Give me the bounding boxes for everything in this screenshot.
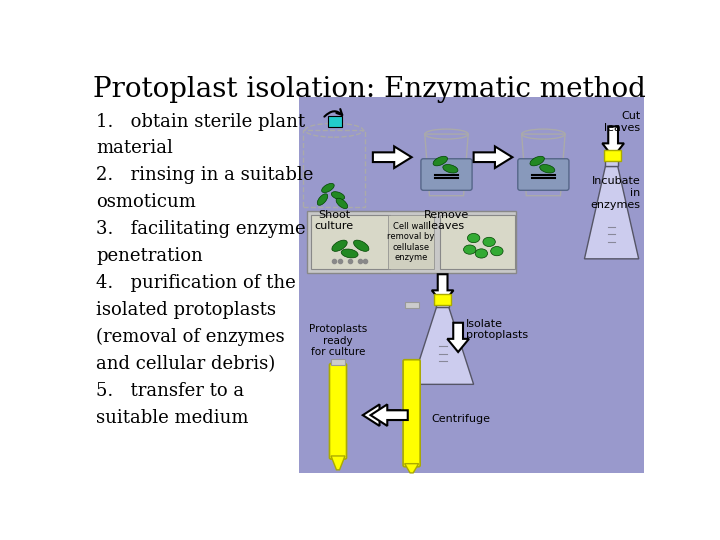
Bar: [604, 150, 621, 161]
Bar: [303, 130, 365, 207]
Polygon shape: [363, 404, 400, 426]
Text: 5.   transfer to a: 5. transfer to a: [96, 382, 244, 400]
FancyBboxPatch shape: [421, 159, 472, 190]
Ellipse shape: [490, 247, 503, 256]
Polygon shape: [331, 456, 345, 470]
Text: 1.   obtain sterile plant: 1. obtain sterile plant: [96, 112, 305, 131]
Text: and cellular debris): and cellular debris): [96, 355, 276, 373]
Ellipse shape: [464, 245, 476, 254]
Bar: [388, 215, 434, 269]
Polygon shape: [405, 464, 418, 473]
Ellipse shape: [322, 184, 334, 193]
Text: (removal of enzymes: (removal of enzymes: [96, 328, 285, 346]
Ellipse shape: [443, 165, 458, 173]
Polygon shape: [371, 404, 408, 426]
Ellipse shape: [341, 249, 358, 258]
Text: Cut
leaves: Cut leaves: [604, 111, 640, 133]
Text: Remove
leaves: Remove leaves: [424, 210, 469, 231]
Ellipse shape: [475, 249, 487, 258]
Text: Protoplasts
ready
for culture: Protoplasts ready for culture: [309, 324, 367, 357]
Bar: [436, 294, 449, 307]
Ellipse shape: [336, 198, 348, 208]
Text: material: material: [96, 139, 173, 158]
Ellipse shape: [540, 165, 555, 173]
Polygon shape: [585, 166, 639, 259]
Text: Centrifuge: Centrifuge: [431, 414, 490, 424]
Polygon shape: [474, 146, 513, 168]
Polygon shape: [447, 323, 469, 352]
Polygon shape: [602, 126, 624, 157]
Ellipse shape: [354, 240, 369, 251]
Text: Incubate
in
enzymes: Incubate in enzymes: [590, 177, 640, 210]
Text: isolated protoplasts: isolated protoplasts: [96, 301, 276, 319]
Text: osmoticum: osmoticum: [96, 193, 196, 211]
Bar: [331, 359, 345, 365]
Ellipse shape: [331, 192, 345, 200]
Bar: [307, 211, 516, 273]
FancyBboxPatch shape: [330, 363, 346, 459]
Ellipse shape: [318, 194, 328, 205]
Text: Isolate
protoplasts: Isolate protoplasts: [466, 319, 528, 341]
Polygon shape: [373, 146, 412, 168]
Ellipse shape: [332, 240, 347, 251]
Bar: [328, 117, 342, 127]
FancyBboxPatch shape: [300, 97, 644, 473]
Text: penetration: penetration: [96, 247, 203, 265]
Ellipse shape: [530, 156, 544, 166]
Polygon shape: [432, 274, 454, 303]
Bar: [440, 215, 516, 269]
Ellipse shape: [467, 233, 480, 242]
Text: 4.   purification of the: 4. purification of the: [96, 274, 296, 292]
Text: suitable medium: suitable medium: [96, 409, 248, 427]
Bar: [434, 294, 451, 305]
Text: Cell wall
removal by
cellulase
enzyme: Cell wall removal by cellulase enzyme: [387, 222, 435, 262]
Text: 3.   facilitating enzyme: 3. facilitating enzyme: [96, 220, 306, 238]
Ellipse shape: [433, 156, 448, 166]
FancyBboxPatch shape: [403, 360, 420, 467]
Text: Protoplast isolation: Enzymatic method: Protoplast isolation: Enzymatic method: [93, 76, 645, 103]
Text: Shoot
culture: Shoot culture: [315, 210, 354, 231]
Bar: [606, 150, 618, 166]
FancyBboxPatch shape: [518, 159, 569, 190]
Polygon shape: [412, 307, 474, 384]
Text: 2.   rinsing in a suitable: 2. rinsing in a suitable: [96, 166, 314, 185]
Bar: [405, 302, 418, 308]
Bar: [311, 215, 390, 269]
Ellipse shape: [483, 237, 495, 247]
